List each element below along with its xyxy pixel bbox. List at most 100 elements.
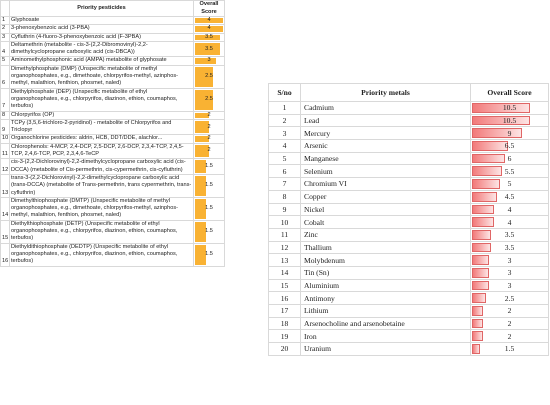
score-cell: 5.5 [470, 164, 549, 179]
row-name: Chlorophenols: 4-MCP, 2,4-DCP, 2,5-DCP, … [9, 142, 194, 160]
score-cell: 2.5 [193, 64, 225, 89]
row-name: Diethylthiophosphate (DETP) (Unspecific … [9, 219, 194, 244]
row: 9 Nickel 4 [268, 202, 549, 217]
score-cell: 4 [193, 24, 225, 34]
row-number: 8 [0, 110, 10, 120]
score-bar [195, 175, 206, 196]
score-label: 2.5 [504, 293, 515, 303]
score-bar [195, 198, 206, 219]
row-name: Cyfluthrin (4-fluoro-3-phenoxybenzoic ac… [9, 32, 194, 42]
score-bar [472, 318, 484, 329]
score-cell: 2 [193, 142, 225, 160]
score-bar [472, 267, 489, 278]
score-cell: 1.5 [193, 219, 225, 244]
score-bar [472, 153, 506, 164]
row-name: Mercury [300, 126, 471, 141]
row-number: 18 [268, 316, 301, 331]
row: 4 Arsenic 6.5 [268, 139, 549, 153]
score-label: 5.5 [504, 166, 515, 176]
row-name: Chromium VI [300, 177, 471, 191]
row-number: 6 [268, 164, 301, 179]
score-label: 2 [507, 319, 512, 329]
score-cell: 1.5 [193, 173, 225, 198]
metals-table: S/no Priority metals Overall Score 1 Cadm… [268, 83, 549, 356]
row-name: Diethyldithiophosphate (DEDTP) (Unspecif… [9, 242, 194, 267]
score-label: 10.5 [502, 103, 517, 113]
row-number: 16 [268, 291, 301, 305]
row-name: Tin (Sn) [300, 265, 471, 280]
row-number: 9 [268, 202, 301, 217]
score-cell: 4 [470, 202, 549, 217]
score-label: 4 [507, 204, 512, 214]
score-cell: 2 [470, 329, 549, 344]
row-name: Manganese [300, 151, 471, 166]
row: 1 Cadmium 10.5 [268, 101, 549, 115]
row-number: 13 [0, 173, 10, 198]
row-name: Aminomethylphosphonic acid (AMPA) metabo… [9, 56, 194, 66]
row-name: Iron [300, 329, 471, 344]
score-label: 3 [507, 280, 512, 290]
row-number: 1 [0, 15, 10, 26]
score-label: 3 [207, 57, 211, 64]
header: Priority metals [300, 83, 471, 102]
row-number: 9 [0, 118, 10, 136]
row-number: 14 [268, 265, 301, 280]
row: 14 Dimethylthiophosphate (DMTP) (Unspecif… [0, 196, 225, 221]
score-label: 4 [207, 25, 211, 32]
row-name: Cobalt [300, 215, 471, 229]
row-number: 1 [268, 101, 301, 115]
row-name: Glyphosate [9, 15, 194, 26]
score-bar [472, 141, 508, 151]
row: 18 Arsenocholine and arsenobetaine 2 [268, 316, 549, 331]
score-cell: 1.5 [193, 158, 225, 175]
score-cell: 1.5 [193, 196, 225, 221]
row: 2 3-phenoxybenzoic acid (3-PBA) 4 [0, 24, 225, 34]
row-name: Molybdenum [300, 253, 471, 267]
score-bar [195, 34, 220, 40]
score-label: 3.5 [205, 45, 213, 52]
score-label: 2 [207, 147, 211, 154]
score-label: 4 [207, 17, 211, 23]
row-number: 12 [0, 158, 10, 175]
score-label: 1.5 [205, 205, 213, 212]
row-number: 12 [268, 240, 301, 255]
score-bar [195, 112, 209, 118]
row: 12 Thallium 3.5 [268, 240, 549, 255]
score-cell: 3.5 [193, 40, 225, 58]
row-name: Copper [300, 189, 471, 204]
score-label: 2 [507, 331, 512, 341]
score-bar [195, 26, 223, 32]
score-cell: 3.5 [470, 240, 549, 255]
row: 14 Tin (Sn) 3 [268, 265, 549, 280]
row-number: 7 [0, 87, 10, 112]
row-name: cis-3-(2,2-Dichlorovinyl)-2,2-dimethylcy… [9, 158, 194, 175]
score-bar [472, 217, 495, 227]
row-number: 8 [268, 189, 301, 204]
row-number: 2 [0, 24, 10, 34]
row: 7 Diethylphosphate (DEP) (Unspecific meta… [0, 87, 225, 112]
row: 20 Uranium 1.5 [268, 342, 549, 356]
score-cell: 2 [193, 110, 225, 120]
score-label: 9 [507, 128, 512, 138]
row-number: 6 [0, 64, 10, 89]
score-bar [472, 255, 489, 265]
score-cell: 2.5 [193, 87, 225, 112]
row-name: Arsenic [300, 139, 471, 153]
score-cell: 6.5 [470, 139, 549, 153]
score-bar [195, 160, 206, 173]
score-cell: 1.5 [470, 342, 549, 356]
row: 15 Diethylthiophosphate (DETP) (Unspecifi… [0, 219, 225, 244]
score-bar [472, 306, 484, 316]
row-number: 4 [268, 139, 301, 153]
score-cell: 3 [470, 265, 549, 280]
score-label: 4.5 [504, 192, 515, 202]
score-bar [195, 89, 213, 110]
row: 12 cis-3-(2,2-Dichlorovinyl)-2,2-dimethyl… [0, 158, 225, 175]
score-bar [472, 242, 492, 253]
score-cell: 3.5 [193, 32, 225, 42]
score-cell: 6 [470, 151, 549, 166]
score-cell: 4.5 [470, 189, 549, 204]
score-label: 5 [507, 179, 512, 189]
score-label: 1.5 [205, 228, 213, 235]
row: 16 Antimony 2.5 [268, 291, 549, 305]
